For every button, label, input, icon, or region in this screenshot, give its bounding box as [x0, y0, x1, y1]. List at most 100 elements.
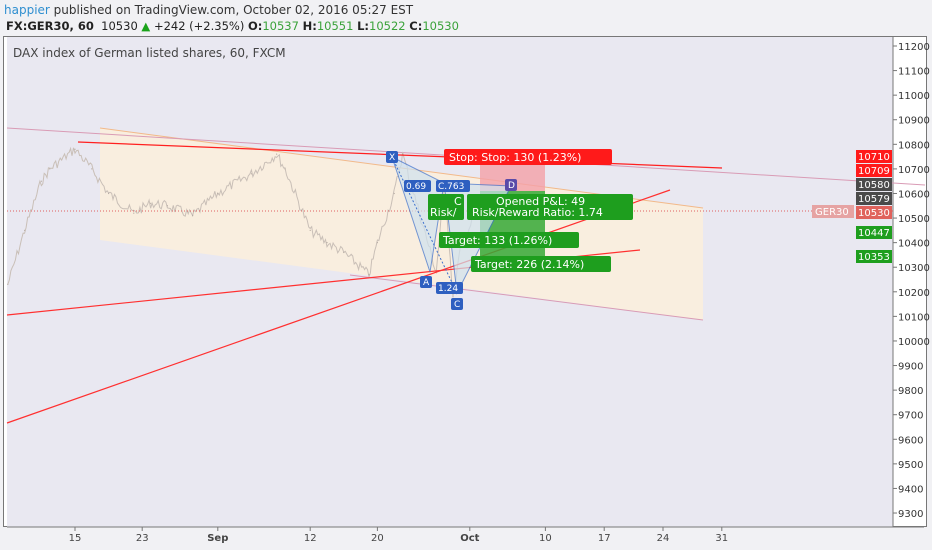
ratio-xb: [404, 180, 431, 192]
price-tags: 10710 10709 10580 10579 10530 10447 10353: [856, 150, 892, 263]
hidden-label-box: [428, 194, 464, 220]
y-tick-label: 10100: [898, 312, 930, 323]
ratio-ac: [436, 282, 463, 294]
y-tick-label: 9600: [898, 435, 923, 446]
target2-label: Target: 226 (2.14%): [474, 258, 584, 271]
price-point: [284, 168, 286, 170]
x-tick-label: 17: [598, 533, 611, 544]
up-triangle-icon: ▲: [141, 19, 151, 33]
price-point: [91, 168, 93, 170]
resistance-line: [77, 141, 723, 169]
author-link[interactable]: happier: [4, 3, 50, 17]
price-tag-box: [856, 178, 892, 191]
pattern-xc: [391, 156, 458, 294]
price-point: [368, 273, 370, 276]
stop-label: Stop: Stop: 130 (1.23%): [449, 151, 581, 164]
x-tick-label: Oct: [460, 533, 479, 544]
price-point: [40, 180, 43, 182]
price-point: [376, 242, 378, 244]
publish-info: happier published on TradingView.com, Oc…: [4, 3, 413, 17]
price-tag-box: [856, 164, 892, 177]
price-point: [276, 153, 278, 155]
pnl-box: [467, 194, 633, 220]
price-point: [108, 192, 110, 195]
y-tick-label: 9800: [898, 386, 923, 397]
x-tick-label: 10: [539, 533, 552, 544]
low-value: 10522: [369, 19, 406, 33]
y-tick-label: 10300: [898, 263, 930, 274]
point-c-label: C: [454, 300, 460, 310]
y-tick-label: 9500: [898, 460, 923, 471]
ratio-cb: [436, 180, 470, 192]
price-point: [150, 202, 152, 204]
price-tag-box: [856, 250, 892, 263]
low-label: L:: [357, 19, 370, 33]
point-x-label: X: [389, 153, 395, 163]
x-tick-label: 23: [136, 533, 149, 544]
symbol: FX:GER30, 60: [6, 19, 94, 33]
y-tick-label: 10600: [898, 189, 930, 200]
target2-box: [471, 256, 611, 272]
y-tick-label: 9700: [898, 411, 923, 422]
close-label: C:: [409, 19, 423, 33]
time-axis[interactable]: 15 23 Sep 12 20 Oct 10 17 24 31: [69, 527, 729, 544]
point-d-label: D: [508, 181, 515, 191]
y-tick-label: 9300: [898, 509, 923, 520]
y-tick-label: 10700: [898, 165, 930, 176]
y-tick-label: 10400: [898, 239, 930, 250]
support-line-2: [6, 189, 671, 424]
hidden-rr: Risk/: [430, 206, 457, 219]
price-tag: 10353: [858, 252, 890, 263]
point-d: [505, 179, 517, 191]
price-point: [74, 148, 76, 150]
rr-label: Risk/Reward Ratio: 1.74: [472, 206, 603, 219]
point-x: [386, 151, 398, 163]
trendline-lower: [349, 274, 704, 321]
price-tag-box: [856, 192, 892, 205]
price-tag: 10579: [858, 194, 890, 205]
target1-box: [439, 232, 579, 248]
x-tick-label: 12: [304, 533, 317, 544]
price-tag: 10709: [858, 166, 890, 177]
y-tick-label: 10200: [898, 288, 930, 299]
y-tick-label: 10500: [898, 214, 930, 225]
price-point: [166, 205, 168, 207]
price-point: [452, 296, 454, 298]
x-tick-label: 31: [715, 533, 728, 544]
price-point: [133, 212, 135, 214]
y-tick-label: 9900: [898, 362, 923, 373]
price-point: [192, 215, 194, 217]
pnl-label: Opened P&L: 49: [496, 195, 585, 208]
price-tag-box: [856, 150, 892, 163]
change: +242 (+2.35%): [153, 19, 245, 33]
last-price: 10530: [101, 19, 138, 33]
y-tick-label: 11000: [898, 91, 930, 102]
y-tick-label: 10000: [898, 337, 930, 348]
price-tag: 10447: [858, 228, 890, 239]
ohlc-bar: FX:GER30, 60 10530 ▲ +242 (+2.35%) O: 105…: [6, 19, 459, 33]
price-point: [7, 283, 9, 286]
target1-label: Target: 133 (1.26%): [442, 234, 552, 247]
ratio-cb-label: C.763: [438, 182, 464, 192]
symbol-tag: GER30: [815, 207, 849, 218]
x-tick-label: Sep: [207, 533, 228, 544]
x-tick-label: 20: [371, 533, 384, 544]
x-tick-label: 24: [657, 533, 670, 544]
price-tag: 10580: [858, 180, 890, 191]
price-point: [343, 251, 345, 254]
high-value: 10551: [316, 19, 354, 33]
price-tag: 10530: [858, 208, 890, 219]
publish-text: published on TradingView.com, October 02…: [53, 3, 414, 17]
open-label: O:: [247, 19, 263, 33]
symbol-tag-box: [812, 205, 854, 218]
y-tick-label: 10900: [898, 116, 930, 127]
chart-title: DAX index of German listed shares, 60, F…: [13, 46, 286, 60]
y-tick-label: 11100: [898, 67, 930, 78]
price-point: [49, 168, 51, 170]
price-point: [250, 173, 252, 175]
y-tick-label: 9400: [898, 484, 923, 495]
stop-label-box: [444, 149, 612, 165]
ratio-xb-label: 0.69: [406, 182, 426, 192]
price-axis[interactable]: 11200 11100 11000 10900 10800 10700 10600 10500…: [893, 42, 930, 520]
